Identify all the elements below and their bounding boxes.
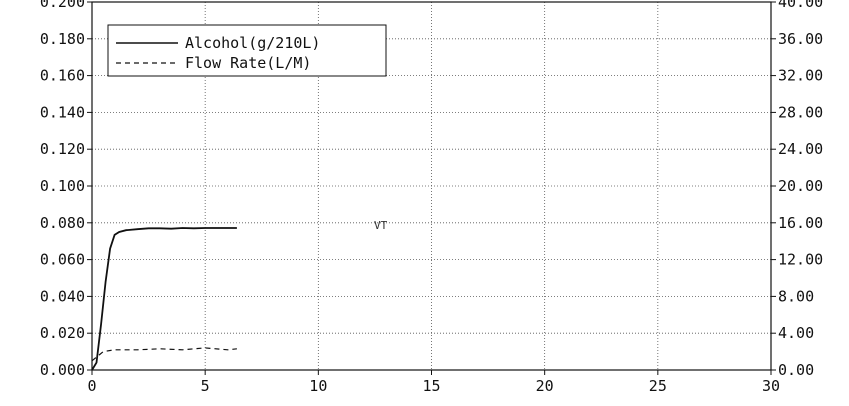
legend-label-flow-rate: Flow Rate(L/M) (185, 54, 311, 72)
x-tick-label: 5 (201, 377, 210, 395)
right-tick-label: 4.00 (778, 324, 814, 342)
x-tick-label: 0 (87, 377, 96, 395)
left-tick-label: 0.180 (40, 30, 85, 48)
right-tick-label: 8.00 (778, 287, 814, 305)
right-tick-label: 24.00 (778, 140, 823, 158)
left-tick-label: 0.140 (40, 103, 85, 121)
left-tick-label: 0.160 (40, 67, 85, 85)
right-tick-label: 28.00 (778, 103, 823, 121)
right-tick-label: 0.00 (778, 361, 814, 379)
x-axis-ticks: 0 5 10 15 20 25 30 (87, 370, 780, 395)
grid-lines (92, 2, 771, 370)
left-tick-label: 0.020 (40, 324, 85, 342)
legend-label-alcohol: Alcohol(g/210L) (185, 34, 320, 52)
x-tick-label: 30 (762, 377, 780, 395)
right-tick-label: 36.00 (778, 30, 823, 48)
right-tick-label: 40.00 (778, 0, 823, 11)
x-tick-label: 20 (536, 377, 554, 395)
annotation-vt: VT (374, 219, 388, 232)
left-tick-label: 0.040 (40, 287, 85, 305)
left-tick-label: 0.120 (40, 140, 85, 158)
series-line-alcohol-g-210l (91, 227, 237, 371)
left-tick-label: 0.060 (40, 251, 85, 269)
right-tick-label: 12.00 (778, 251, 823, 269)
x-tick-label: 25 (649, 377, 667, 395)
x-tick-label: 10 (309, 377, 327, 395)
x-tick-label: 15 (422, 377, 440, 395)
series-line-flow-rate-l-m (91, 347, 237, 362)
right-tick-label: 32.00 (778, 67, 823, 85)
right-tick-label: 16.00 (778, 214, 823, 232)
left-tick-label: 0.080 (40, 214, 85, 232)
left-axis-ticks: 0.000 0.020 0.040 0.060 0.080 0.100 0.120 0.140… (40, 0, 92, 379)
left-tick-label: 0.200 (40, 0, 85, 11)
right-tick-label: 20.00 (778, 177, 823, 195)
left-tick-label: 0.000 (40, 361, 85, 379)
legend: Alcohol(g/210L) Flow Rate(L/M) (107, 24, 387, 77)
left-tick-label: 0.100 (40, 177, 85, 195)
legend-box (107, 24, 387, 77)
series-layer (91, 227, 237, 371)
right-axis-ticks: 0.00 4.00 8.00 12.00 16.00 20.00 24.00 28.00 32.… (771, 0, 823, 379)
